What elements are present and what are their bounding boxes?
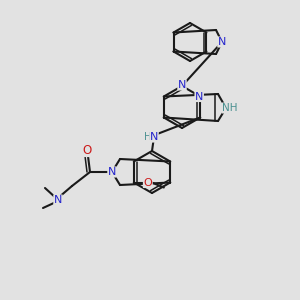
Text: O: O — [143, 178, 152, 188]
Text: N: N — [195, 92, 203, 101]
Text: O: O — [82, 143, 91, 157]
Text: N: N — [178, 80, 186, 90]
Text: H: H — [144, 132, 152, 142]
Text: N: N — [108, 167, 116, 177]
Text: NH: NH — [222, 103, 238, 113]
Text: N: N — [150, 132, 158, 142]
Text: N: N — [218, 37, 226, 47]
Text: N: N — [54, 195, 62, 205]
